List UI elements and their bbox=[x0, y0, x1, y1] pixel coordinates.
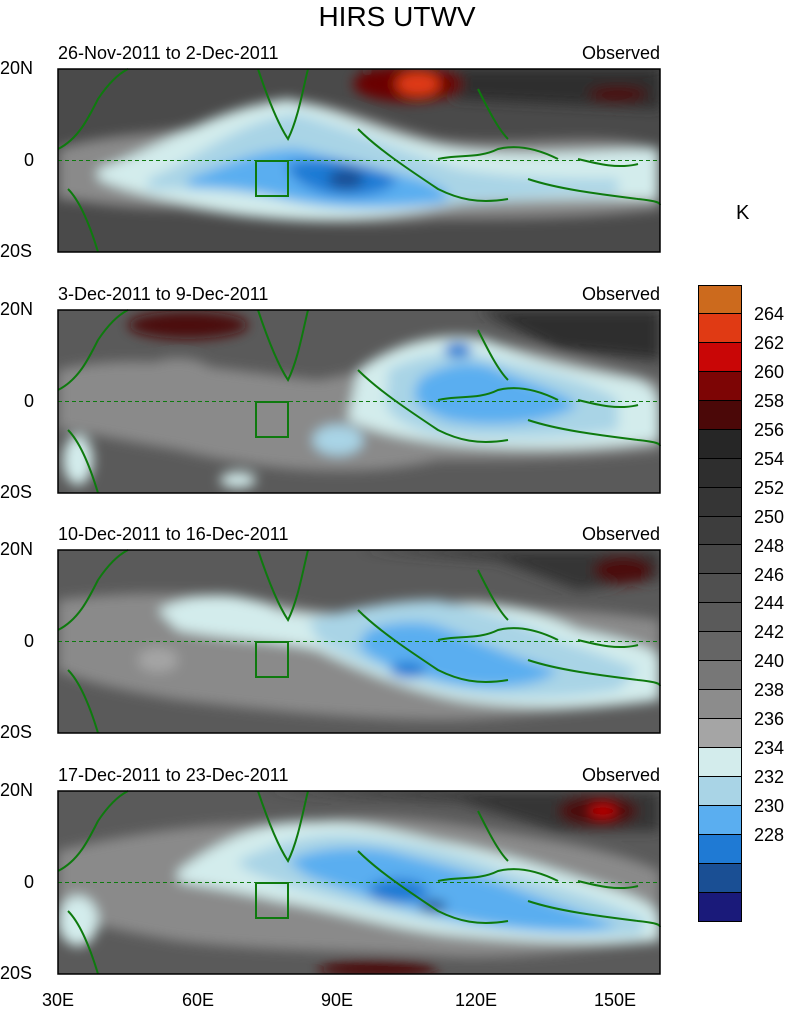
map-panel-2: 3-Dec-2011 to 9-Dec-2011 Observed 20N 0 … bbox=[0, 284, 661, 502]
colorbar-tick-label: 254 bbox=[754, 448, 785, 469]
colorbar-tick-label: 246 bbox=[754, 564, 785, 585]
colorbar-swatch bbox=[698, 834, 742, 864]
colorbar-swatch bbox=[698, 342, 742, 372]
map-panel-3: 10-Dec-2011 to 16-Dec-2011 Observed 20N … bbox=[0, 524, 661, 742]
lat-label-equator: 0 bbox=[24, 872, 35, 892]
colorbar-swatch bbox=[698, 603, 742, 633]
unit-label: K bbox=[736, 202, 750, 224]
lon-label: 30E bbox=[41, 990, 75, 1010]
lon-label: 150E bbox=[593, 990, 637, 1010]
colorbar-swatch bbox=[698, 285, 742, 314]
colorbar-swatch bbox=[698, 545, 742, 575]
panel-frame bbox=[57, 549, 661, 734]
colorbar-swatch bbox=[698, 487, 742, 517]
colorbar-swatch bbox=[698, 632, 742, 662]
colorbar-swatch bbox=[698, 371, 742, 401]
colorbar-tick-label: 236 bbox=[754, 709, 785, 730]
panel-period-label: 26-Nov-2011 to 2-Dec-2011 bbox=[58, 43, 279, 63]
colorbar-swatch bbox=[698, 429, 742, 459]
lon-label: 120E bbox=[454, 990, 498, 1010]
colorbar-swatch bbox=[698, 892, 742, 922]
colorbar-tick-label: 250 bbox=[754, 506, 785, 527]
colorbar-tick-label: 256 bbox=[754, 419, 785, 440]
colorbar-tick-label: 258 bbox=[754, 390, 785, 411]
lat-label-equator: 0 bbox=[24, 391, 35, 411]
lat-label-north: 20N bbox=[0, 780, 34, 800]
colorbar-tick-label: 242 bbox=[754, 622, 785, 643]
colorbar-swatch bbox=[698, 690, 742, 720]
colorbar-tick-label: 234 bbox=[754, 738, 785, 759]
panel-frame bbox=[57, 68, 661, 253]
lon-label: 90E bbox=[320, 990, 354, 1010]
map-panel-4: 17-Dec-2011 to 23-Dec-2011 Observed 20N … bbox=[0, 765, 661, 983]
map-panel-1: 26-Nov-2011 to 2-Dec-2011 Observed 20N 0… bbox=[0, 43, 661, 261]
colorbar-swatch bbox=[698, 805, 742, 835]
colorbar-tick-label: 248 bbox=[754, 535, 785, 556]
map-field bbox=[57, 549, 661, 734]
colorbar-swatch bbox=[698, 863, 742, 893]
colorbar-tick-label: 244 bbox=[754, 593, 785, 614]
lat-label-south: 20S bbox=[0, 963, 33, 983]
coastline bbox=[57, 309, 661, 494]
colorbar-swatch bbox=[698, 458, 742, 488]
colorbar-tick-label: 230 bbox=[754, 796, 785, 817]
colorbar-swatch bbox=[698, 574, 742, 604]
colorbar-swatch bbox=[698, 313, 742, 343]
lat-label-equator: 0 bbox=[24, 150, 35, 170]
panel-tag-label: Observed bbox=[581, 284, 660, 304]
colorbar-tick-label: 240 bbox=[754, 651, 785, 672]
panel-period-label: 3-Dec-2011 to 9-Dec-2011 bbox=[58, 284, 269, 304]
panel-period-label: 17-Dec-2011 to 23-Dec-2011 bbox=[58, 765, 289, 785]
figure-title: HIRS UTWV bbox=[318, 1, 476, 32]
colorbar-tick-label: 260 bbox=[754, 361, 785, 382]
map-field bbox=[57, 68, 661, 253]
colorbar-tick-label: 262 bbox=[754, 332, 785, 353]
colorbar: 264 262 260 258 256 254 252 250 248 246 244 242 240 2… bbox=[698, 285, 784, 922]
coastline bbox=[57, 549, 661, 734]
lat-label-north: 20N bbox=[0, 539, 34, 559]
coastline bbox=[57, 790, 661, 975]
lat-label-north: 20N bbox=[0, 299, 34, 319]
colorbar-swatch bbox=[698, 516, 742, 546]
panel-tag-label: Observed bbox=[581, 524, 660, 544]
panel-tag-label: Observed bbox=[581, 43, 660, 63]
longitude-axis: 30E 60E 90E 120E 150E bbox=[0, 990, 794, 1012]
colorbar-tick-label: 238 bbox=[754, 680, 785, 701]
panel-tag-label: Observed bbox=[581, 765, 660, 785]
panel-frame bbox=[57, 790, 661, 975]
panel-period-label: 10-Dec-2011 to 16-Dec-2011 bbox=[58, 524, 289, 544]
colorbar-tick-label: 232 bbox=[754, 767, 785, 788]
lat-label-south: 20S bbox=[0, 722, 33, 742]
colorbar-tick-label: 252 bbox=[754, 477, 785, 498]
panel-frame bbox=[57, 309, 661, 494]
colorbar-swatch bbox=[698, 776, 742, 806]
colorbar-tick-label: 228 bbox=[754, 825, 785, 846]
lat-label-north: 20N bbox=[0, 58, 34, 78]
colorbar-swatch bbox=[698, 400, 742, 430]
lat-label-equator: 0 bbox=[24, 631, 35, 651]
colorbar-tick-label: 264 bbox=[754, 303, 785, 324]
map-field bbox=[57, 790, 661, 975]
colorbar-swatch bbox=[698, 661, 742, 691]
colorbar-swatch bbox=[698, 719, 742, 748]
colorbar-swatch bbox=[698, 748, 742, 777]
map-field bbox=[57, 309, 661, 494]
coastline bbox=[57, 68, 661, 253]
lon-label: 60E bbox=[181, 990, 215, 1010]
lat-label-south: 20S bbox=[0, 241, 33, 261]
lat-label-south: 20S bbox=[0, 482, 33, 502]
